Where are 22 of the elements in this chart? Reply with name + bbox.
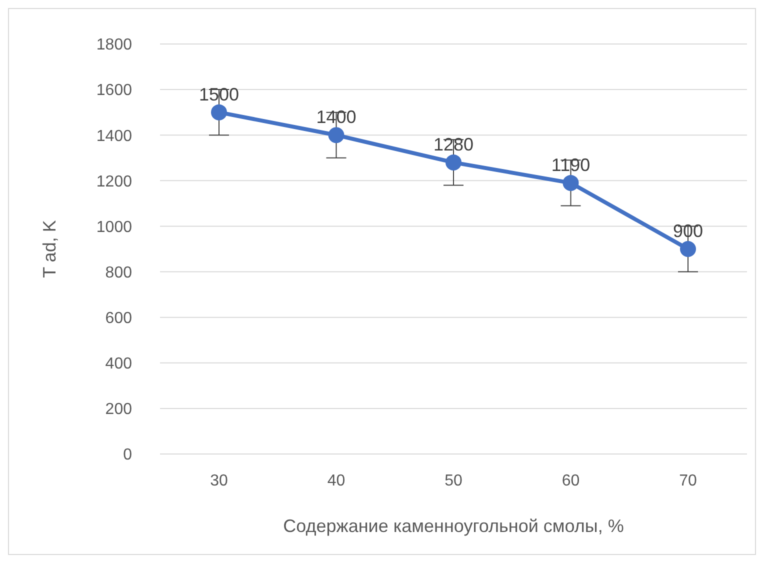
x-tick-label: 70: [679, 472, 697, 490]
y-tick-label: 400: [105, 356, 132, 373]
x-tick-label: 50: [444, 472, 462, 490]
x-axis-title: Содержание каменноугольной смолы, %: [283, 516, 624, 536]
y-tick-label: 1600: [96, 82, 132, 100]
y-tick-label: 0: [123, 446, 132, 464]
point: [328, 127, 344, 144]
y-tick-label: 1400: [96, 128, 132, 145]
y-tick-label: 1200: [96, 173, 132, 190]
y-axis-title: T ad, K: [39, 220, 60, 278]
y-tick-label: 1000: [96, 218, 132, 236]
point: [680, 241, 696, 257]
point: [446, 154, 462, 170]
y-tick-label: 1800: [96, 36, 132, 54]
y-tick-label: 600: [105, 310, 132, 328]
x-tick-label: 30: [210, 472, 228, 490]
x-tick-label: 40: [327, 472, 346, 490]
y-tick-label: 800: [105, 264, 132, 282]
point: [562, 174, 579, 191]
x-tick-label: 60: [562, 472, 580, 490]
point: [211, 104, 227, 120]
y-tick-label: 200: [105, 401, 132, 418]
